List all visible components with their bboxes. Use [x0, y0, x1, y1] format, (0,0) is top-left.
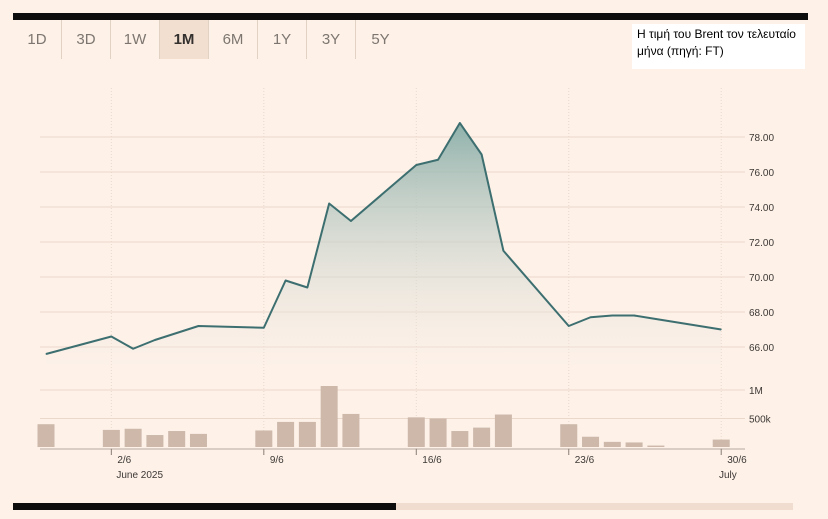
volume-tick-label: 1M — [749, 386, 763, 397]
price-point — [611, 315, 613, 316]
volume-bar — [712, 439, 730, 447]
x-tick-label: 30/6 — [727, 455, 747, 466]
volume-bar — [429, 418, 447, 447]
volume-bar — [189, 433, 207, 447]
price-point — [720, 329, 722, 330]
tab-5y[interactable]: 5Y — [371, 31, 390, 48]
tab-1d[interactable]: 1D — [13, 20, 62, 59]
price-point — [568, 325, 570, 327]
volume-bar — [625, 442, 643, 447]
volume-bar — [320, 386, 338, 447]
top-rule — [13, 13, 808, 20]
y-tick-label: 74.00 — [749, 203, 774, 214]
price-point — [306, 287, 308, 288]
x-tick-label: 16/6 — [422, 455, 442, 466]
volume-bar — [603, 441, 621, 447]
volume-bar — [168, 431, 186, 447]
volume-bar — [582, 436, 600, 447]
price-point — [45, 353, 47, 355]
price-point — [481, 154, 483, 155]
scroll-thumb[interactable] — [13, 503, 396, 510]
volume-bar — [146, 435, 164, 447]
price-point — [197, 325, 199, 327]
price-area — [46, 123, 722, 368]
chart-caption: Η τιμή του Brent τον τελευταίο μήνα (πηγ… — [632, 24, 805, 69]
price-point — [459, 122, 461, 124]
price-point — [110, 336, 112, 337]
volume-bar — [298, 421, 316, 447]
tab-3d[interactable]: 3D — [62, 20, 111, 59]
volume-tick-label: 500k — [749, 415, 772, 426]
x-tick-sublabel: June 2025 — [116, 470, 163, 481]
volume-bar — [560, 424, 578, 447]
price-point — [263, 327, 265, 329]
price-point — [132, 348, 134, 350]
price-point — [176, 332, 178, 334]
y-tick-label: 66.00 — [749, 343, 774, 354]
volume-bar — [342, 413, 360, 447]
price-point — [590, 316, 592, 318]
tab-1y[interactable]: 1Y — [258, 20, 307, 59]
x-tick-label: 2/6 — [117, 455, 131, 466]
price-point — [437, 159, 439, 161]
volume-bar — [102, 429, 120, 447]
volume-bar — [473, 427, 491, 447]
price-point — [502, 250, 504, 252]
price-point — [415, 164, 417, 166]
volume-bar — [37, 424, 55, 447]
y-tick-label: 68.00 — [749, 308, 774, 319]
price-point — [285, 280, 287, 281]
x-tick-label: 9/6 — [270, 455, 284, 466]
y-tick-label: 70.00 — [749, 273, 774, 284]
volume-bar — [255, 430, 273, 447]
tab-1m[interactable]: 1M — [160, 20, 209, 59]
x-tick-label: 23/6 — [575, 455, 595, 466]
price-point — [633, 315, 635, 316]
volume-bar — [647, 445, 665, 447]
volume-bar — [494, 414, 512, 447]
x-tick-sublabel: July — [719, 470, 737, 481]
price-point — [655, 318, 657, 320]
y-tick-label: 78.00 — [749, 133, 774, 144]
tab-1w[interactable]: 1W — [111, 20, 160, 59]
scroll-track[interactable] — [13, 503, 793, 510]
volume-bar — [277, 421, 295, 447]
price-point — [154, 339, 156, 341]
tab-6m[interactable]: 6M — [209, 20, 258, 59]
tab-3y[interactable]: 3Y — [307, 20, 356, 59]
volume-bar — [407, 417, 425, 447]
price-point — [350, 220, 352, 222]
y-tick-label: 76.00 — [749, 168, 774, 179]
volume-bar — [124, 428, 142, 447]
volume-bar — [451, 431, 469, 447]
price-point — [328, 203, 330, 204]
price-line — [45, 122, 722, 355]
y-tick-label: 72.00 — [749, 238, 774, 249]
range-tabs: 1D 3D 1W 1M 6M 1Y 3Y 5Y — [13, 20, 405, 59]
